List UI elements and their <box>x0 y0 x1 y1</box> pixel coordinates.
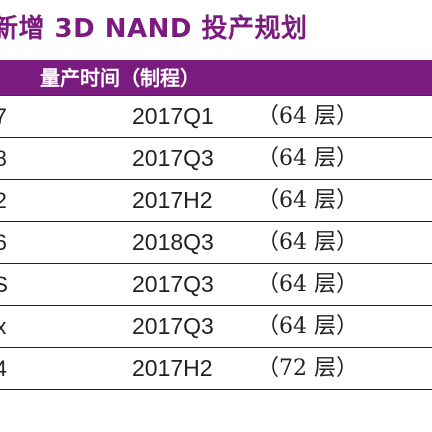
row-left-label: 7 <box>0 104 7 129</box>
table-row: 8 2017Q3 （64 层） <box>0 138 432 180</box>
header-mass-production-time: 量产时间（制程） <box>40 66 200 90</box>
row-production-date: 2017H2 <box>132 187 213 213</box>
row-left-label: 8 <box>0 146 7 171</box>
row-layer-count: （64 层） <box>257 188 358 213</box>
table-row: 4 2017H2 （72 层） <box>0 348 432 390</box>
table-row: 6 2018Q3 （64 层） <box>0 222 432 264</box>
table-row: x 2017Q3 （64 层） <box>0 306 432 348</box>
row-left-label: 2 <box>0 188 7 213</box>
page-title: 新增 3D NAND 投产规划 <box>0 14 308 44</box>
table-row: 2 2017H2 （64 层） <box>0 180 432 222</box>
row-layer-count: （64 层） <box>257 272 358 297</box>
row-production-date: 2017Q1 <box>132 103 214 129</box>
row-layer-count: （72 层） <box>257 356 358 381</box>
production-plan-table: 量产时间（制程） 7 2017Q1 （64 层） 8 2017Q3 （64 层）… <box>0 60 432 390</box>
row-production-date: 2017Q3 <box>132 145 214 171</box>
row-left-label: x <box>0 314 7 339</box>
row-left-label: 4 <box>0 356 7 381</box>
row-left-label: S <box>0 272 8 297</box>
table-header-row: 量产时间（制程） <box>0 61 432 96</box>
row-production-date: 2018Q3 <box>132 229 214 255</box>
row-layer-count: （64 层） <box>257 146 358 171</box>
row-production-date: 2017H2 <box>132 355 213 381</box>
row-layer-count: （64 层） <box>257 314 358 339</box>
table-row: S 2017Q3 （64 层） <box>0 264 432 306</box>
table-row: 7 2017Q1 （64 层） <box>0 96 432 138</box>
row-production-date: 2017Q3 <box>132 271 214 297</box>
row-left-label: 6 <box>0 230 7 255</box>
row-production-date: 2017Q3 <box>132 313 214 339</box>
row-layer-count: （64 层） <box>257 104 358 129</box>
row-layer-count: （64 层） <box>257 230 358 255</box>
